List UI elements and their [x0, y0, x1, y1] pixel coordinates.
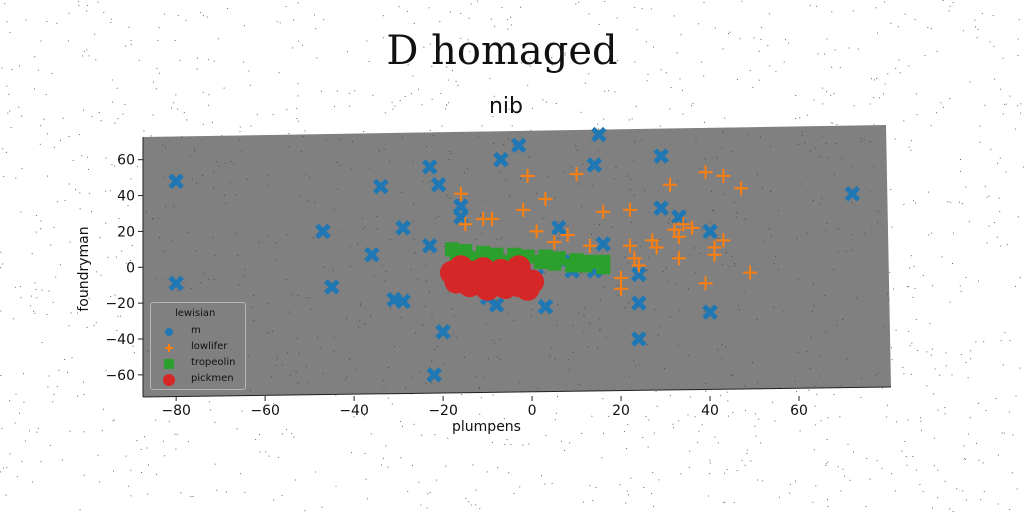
- x-axis-line: [142, 386, 892, 398]
- data-point-m: [324, 279, 340, 295]
- data-point-m: [595, 236, 612, 252]
- data-point-lowlifer: [453, 186, 468, 201]
- data-point-m: [591, 126, 607, 143]
- legend-label-lowlifer: lowlifer: [191, 341, 228, 352]
- data-point-m: [426, 367, 442, 383]
- x-tick-label: 20: [612, 403, 630, 419]
- data-point-m: [421, 237, 438, 254]
- data-point-m: [168, 173, 184, 189]
- legend-label-tropeolin: tropeolin: [191, 357, 236, 368]
- data-point-m: [488, 297, 505, 313]
- data-point-m: [421, 159, 438, 175]
- legend-marker-m: [165, 328, 173, 336]
- data-point-lowlifer: [458, 217, 473, 232]
- legend-marker-pickmen: [163, 374, 175, 386]
- data-point-lowlifer: [685, 220, 700, 235]
- data-point-lowlifer: [520, 168, 535, 183]
- data-point-lowlifer: [649, 240, 664, 255]
- data-point-tropeolin: [578, 258, 593, 273]
- data-point-m: [373, 178, 389, 195]
- data-point-m: [702, 304, 718, 320]
- data-point-lowlifer: [529, 224, 544, 239]
- data-point-m: [653, 148, 669, 164]
- data-point-lowlifer: [645, 233, 660, 248]
- legend-label-pickmen: pickmen: [191, 373, 234, 384]
- y-tick-label: −20: [105, 296, 135, 312]
- y-tick-label: 60: [117, 153, 135, 169]
- data-point-lowlifer: [707, 247, 722, 262]
- data-point-m: [395, 220, 411, 236]
- data-point-lowlifer: [671, 229, 686, 244]
- x-tick-label: −80: [161, 403, 191, 419]
- data-point-m: [168, 275, 184, 292]
- data-point-lowlifer: [698, 276, 713, 291]
- data-point-lowlifer: [538, 192, 553, 207]
- data-point-lowlifer: [622, 238, 637, 253]
- data-point-lowlifer: [698, 165, 713, 180]
- y-tick-label: 0: [126, 260, 135, 276]
- data-point-tropeolin: [565, 258, 580, 273]
- x-tick-label: 40: [701, 403, 719, 419]
- data-point-lowlifer: [662, 177, 677, 192]
- x-tick-label: −40: [339, 403, 369, 419]
- legend-label-m: m: [191, 325, 201, 336]
- data-point-tropeolin: [533, 254, 548, 269]
- data-point-lowlifer: [716, 168, 731, 183]
- data-point-m: [653, 200, 669, 216]
- data-point-lowlifer: [743, 265, 758, 280]
- x-axis-label: plumpens: [452, 419, 521, 435]
- data-point-lowlifer: [667, 222, 682, 237]
- data-point-lowlifer: [547, 235, 562, 250]
- data-point-lowlifer: [627, 251, 642, 266]
- legend-marker-tropeolin: [164, 359, 174, 369]
- data-point-lowlifer: [569, 167, 584, 182]
- data-point-m: [631, 266, 647, 283]
- data-point-m: [844, 185, 861, 202]
- x-tick-label: 0: [528, 403, 537, 419]
- data-point-lowlifer: [560, 228, 575, 242]
- figure-suptitle: D homaged: [386, 28, 618, 74]
- y-tick-label: 40: [117, 189, 135, 205]
- data-point-tropeolin: [547, 256, 562, 271]
- data-point-m: [435, 324, 451, 340]
- legend: lewisian m lowlifer tropeolin pickmen: [150, 302, 246, 390]
- data-point-m: [702, 223, 718, 240]
- legend-marker-lowlifer: [165, 344, 173, 352]
- data-point-m: [586, 157, 603, 173]
- y-axis-label: foundryman: [76, 226, 92, 311]
- data-point-m: [537, 298, 554, 315]
- data-point-lowlifer: [596, 204, 611, 219]
- data-point-m: [510, 137, 527, 154]
- y-tick-label: −40: [105, 332, 135, 348]
- data-point-m: [315, 223, 331, 240]
- data-point-lowlifer: [516, 202, 531, 217]
- data-point-lowlifer: [716, 233, 731, 248]
- data-point-m: [430, 177, 447, 193]
- data-point-tropeolin: [596, 260, 611, 275]
- data-point-m: [550, 220, 567, 236]
- data-point-m: [395, 293, 411, 310]
- data-point-pickmen: [520, 269, 545, 294]
- data-point-lowlifer: [631, 258, 646, 273]
- data-point-m: [364, 246, 380, 263]
- data-point-lowlifer: [734, 181, 749, 196]
- x-tick-label: 60: [790, 403, 808, 419]
- data-point-lowlifer: [671, 251, 686, 266]
- data-point-m: [631, 295, 647, 311]
- data-point-lowlifer: [485, 211, 500, 226]
- data-point-lowlifer: [582, 238, 597, 253]
- chart-title: nib: [488, 94, 524, 119]
- y-tick-label: 20: [117, 224, 135, 240]
- legend-title: lewisian: [175, 308, 216, 319]
- data-point-lowlifer: [614, 281, 629, 296]
- y-tick-label: −60: [105, 368, 135, 384]
- data-point-m: [493, 151, 509, 168]
- x-tick-label: −60: [250, 403, 280, 419]
- data-point-lowlifer: [676, 217, 691, 232]
- data-point-lowlifer: [622, 202, 637, 217]
- data-point-m: [631, 331, 647, 347]
- x-tick-label: −20: [428, 403, 458, 419]
